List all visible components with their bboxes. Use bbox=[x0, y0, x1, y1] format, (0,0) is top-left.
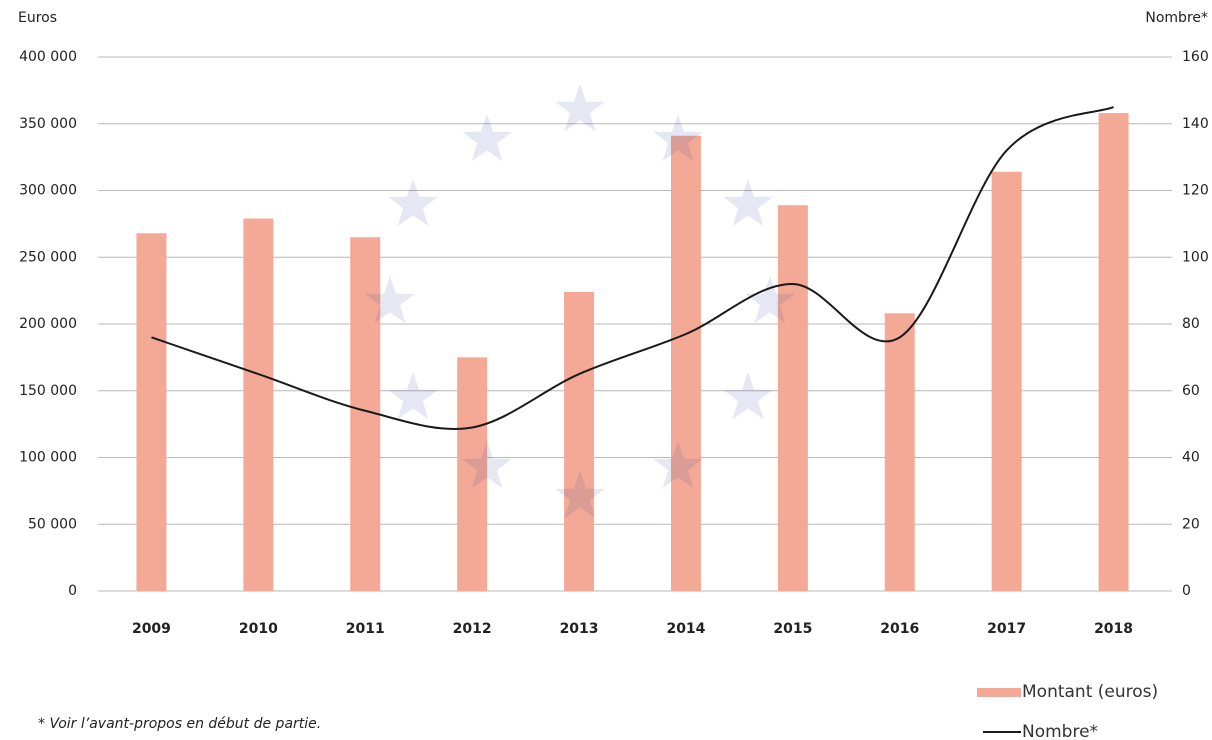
y2-tick-label: 100 bbox=[1182, 249, 1209, 265]
y2-axis-title: Nombre* bbox=[1145, 10, 1208, 26]
x-tick-label: 2013 bbox=[560, 621, 599, 637]
y2-tick-label: 160 bbox=[1182, 49, 1209, 65]
legend-swatch bbox=[977, 688, 1021, 697]
y-tick-label: 50 000 bbox=[28, 516, 77, 532]
x-tick-label: 2012 bbox=[453, 621, 492, 637]
bar bbox=[777, 205, 808, 591]
legend-label: Montant (euros) bbox=[1022, 682, 1158, 702]
bar bbox=[991, 171, 1022, 591]
bar bbox=[243, 218, 274, 591]
y2-tick-label: 120 bbox=[1182, 183, 1209, 199]
x-tick-label: 2014 bbox=[666, 621, 705, 637]
y-tick-label: 150 000 bbox=[19, 383, 77, 399]
y2-tick-label: 140 bbox=[1182, 116, 1209, 132]
x-tick-label: 2011 bbox=[346, 621, 385, 637]
y-tick-label: 300 000 bbox=[19, 183, 77, 199]
bar bbox=[884, 313, 915, 591]
y2-tick-label: 80 bbox=[1182, 316, 1200, 332]
x-tick-label: 2018 bbox=[1094, 621, 1133, 637]
y-tick-label: 200 000 bbox=[19, 316, 77, 332]
bar bbox=[670, 135, 701, 591]
y-tick-label: 350 000 bbox=[19, 116, 77, 132]
x-tick-label: 2010 bbox=[239, 621, 278, 637]
footnote: * Voir l’avant-propos en début de partie… bbox=[38, 716, 321, 732]
x-tick-label: 2009 bbox=[132, 621, 171, 637]
y2-tick-label: 20 bbox=[1182, 516, 1200, 532]
y-tick-label: 400 000 bbox=[19, 49, 77, 65]
x-tick-label: 2017 bbox=[987, 621, 1026, 637]
y-tick-label: 250 000 bbox=[19, 249, 77, 265]
x-tick-label: 2016 bbox=[880, 621, 919, 637]
y-tick-label: 0 bbox=[68, 583, 77, 599]
bar bbox=[564, 291, 595, 591]
x-tick-label: 2015 bbox=[773, 621, 812, 637]
bar bbox=[1098, 113, 1129, 591]
y2-tick-label: 60 bbox=[1182, 383, 1200, 399]
y2-tick-label: 40 bbox=[1182, 450, 1200, 466]
line bbox=[151, 106, 1114, 430]
y-tick-label: 100 000 bbox=[19, 450, 77, 466]
bar bbox=[136, 233, 167, 591]
y2-tick-label: 0 bbox=[1182, 583, 1191, 599]
y-axis-title: Euros bbox=[18, 10, 57, 26]
legend-label: Nombre* bbox=[1022, 722, 1098, 740]
